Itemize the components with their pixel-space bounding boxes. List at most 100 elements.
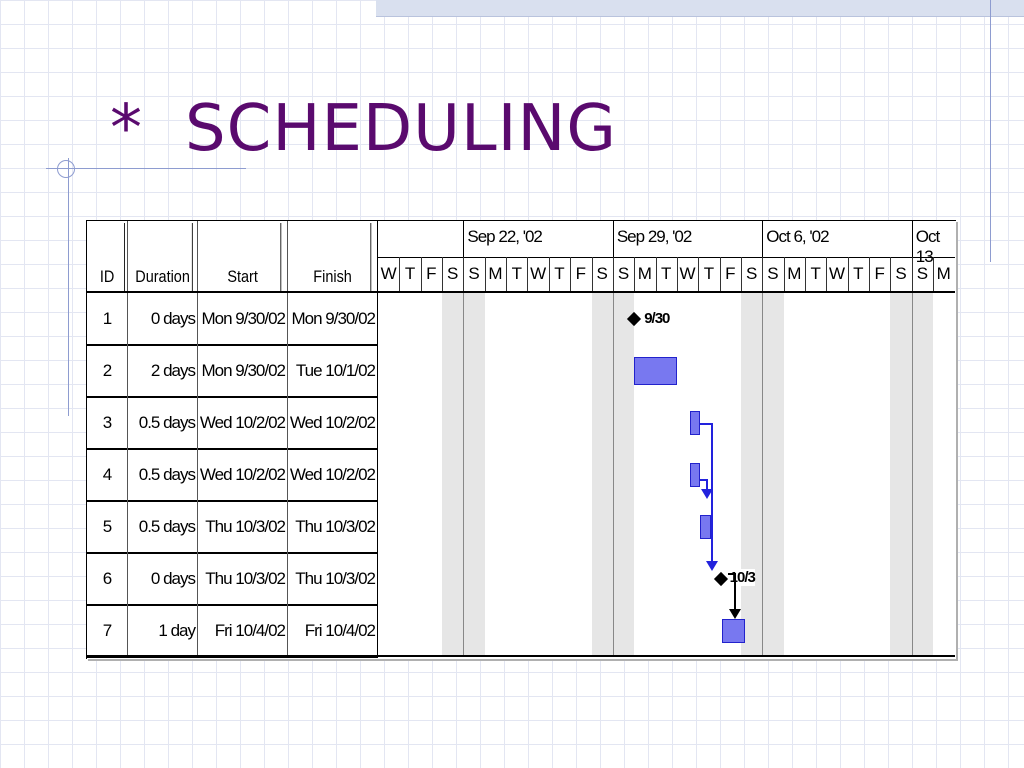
day-label: T: [404, 264, 416, 283]
table-row[interactable]: 4 0.5 days Wed 10/2/02 Wed 10/2/02: [87, 449, 378, 502]
day-divider: [719, 257, 721, 293]
day-label: F: [725, 264, 736, 283]
day-label: S: [468, 264, 480, 283]
week-label: Sep 29, '02: [616, 227, 692, 246]
day-label: T: [554, 264, 565, 283]
dependency-line: [734, 573, 737, 613]
dependency-line: [700, 423, 712, 425]
week-label: Sep 22, '02: [467, 227, 542, 246]
day-label: W: [829, 264, 846, 283]
task-bar: [689, 462, 701, 488]
cell-start: Fri 10/4/02: [198, 605, 288, 657]
day-label: F: [426, 264, 437, 283]
day-label: M: [787, 264, 802, 283]
day-label: S: [916, 264, 929, 283]
weekend-shading: [762, 293, 784, 655]
week-divider: [612, 293, 614, 655]
day-divider: [805, 257, 806, 293]
cell-finish: Thu 10/3/02: [288, 553, 378, 605]
timescale-divider: [378, 257, 955, 258]
milestone-marker: [713, 571, 728, 587]
cell-start: Mon 9/30/02: [198, 345, 288, 397]
week-label: Oct 13: [915, 227, 940, 266]
column-header-duration: Duration: [133, 223, 193, 291]
day-label: W: [380, 264, 397, 283]
day-divider: [933, 257, 935, 293]
cell-duration: 0.5 days: [128, 449, 198, 501]
cell-start: Thu 10/3/02: [198, 553, 288, 605]
day-label: S: [596, 264, 608, 283]
column-divider: [127, 221, 128, 657]
weekend-shading: [740, 293, 763, 655]
cell-id: 3: [87, 397, 128, 449]
cell-finish: Mon 9/30/02: [288, 293, 378, 345]
dependency-line: [728, 573, 736, 575]
week-label: Oct 6, '02: [766, 227, 829, 246]
day-label: S: [745, 264, 758, 283]
week-divider: [911, 293, 913, 655]
day-label: S: [447, 264, 459, 283]
day-divider: [676, 257, 678, 293]
dependency-arrow: [700, 489, 713, 499]
decorative-vertical-line: [68, 158, 69, 416]
task-bar: [700, 514, 712, 540]
day-divider: [591, 257, 593, 293]
cell-id: 4: [87, 449, 128, 501]
day-label: T: [810, 264, 821, 283]
day-label: M: [637, 264, 652, 283]
cell-duration: 0 days: [128, 293, 198, 345]
day-divider: [399, 257, 401, 293]
day-label: M: [488, 264, 503, 283]
cell-finish: Fri 10/4/02: [288, 605, 378, 657]
cell-duration: 1 day: [128, 605, 198, 657]
day-label: T: [661, 264, 672, 283]
table-row[interactable]: 5 0.5 days Thu 10/3/02 Thu 10/3/02: [87, 501, 378, 554]
day-divider: [911, 257, 913, 293]
week-divider: [911, 221, 913, 257]
day-divider: [420, 257, 422, 293]
day-label: T: [853, 264, 864, 283]
decorative-circle: [57, 160, 75, 178]
column-header-id: ID: [90, 223, 125, 291]
day-divider: [506, 257, 508, 293]
day-divider: [634, 257, 636, 293]
cell-start: Mon 9/30/02: [198, 293, 288, 345]
week-divider: [612, 221, 614, 257]
day-divider: [548, 257, 550, 293]
timeline: W T F S S M T W T F S S M T W T F S S M T W T F S S M Sep 22, '02 Se…: [378, 221, 955, 657]
table-row[interactable]: 3 0.5 days Wed 10/2/02 Wed 10/2/02: [87, 397, 378, 450]
week-divider: [463, 221, 465, 257]
weekend-shading: [911, 293, 934, 655]
task-bar: [721, 618, 746, 644]
cell-duration: 0 days: [128, 553, 198, 605]
title-star: *: [110, 92, 143, 166]
decorative-vertical-line: [990, 0, 991, 262]
title-text: SCHEDULING: [185, 92, 617, 166]
day-label: F: [575, 264, 586, 283]
weekend-shading: [463, 293, 485, 655]
cell-start: Thu 10/3/02: [198, 501, 288, 553]
day-divider: [869, 257, 871, 293]
day-divider: [890, 257, 892, 293]
day-label: T: [703, 264, 715, 283]
day-divider: [847, 257, 849, 293]
cell-id: 2: [87, 345, 128, 397]
milestone-label: 9/30: [644, 310, 670, 327]
cell-id: 1: [87, 293, 128, 345]
weekend-shading: [890, 293, 912, 655]
day-divider: [527, 257, 529, 293]
day-divider: [740, 257, 742, 293]
dependency-arrow: [729, 609, 742, 619]
cell-finish: Tue 10/1/02: [288, 345, 378, 397]
weekend-shading: [612, 293, 635, 655]
day-label: S: [767, 264, 779, 283]
day-label: T: [511, 264, 522, 283]
day-label: W: [679, 264, 696, 283]
cell-duration: 2 days: [128, 345, 198, 397]
column-header-start: Start: [205, 223, 282, 291]
